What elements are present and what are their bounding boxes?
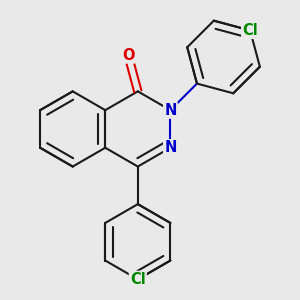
Text: Cl: Cl <box>130 272 146 287</box>
Text: N: N <box>164 140 177 155</box>
Text: O: O <box>122 47 134 62</box>
Text: N: N <box>164 103 177 118</box>
Text: Cl: Cl <box>242 23 258 38</box>
